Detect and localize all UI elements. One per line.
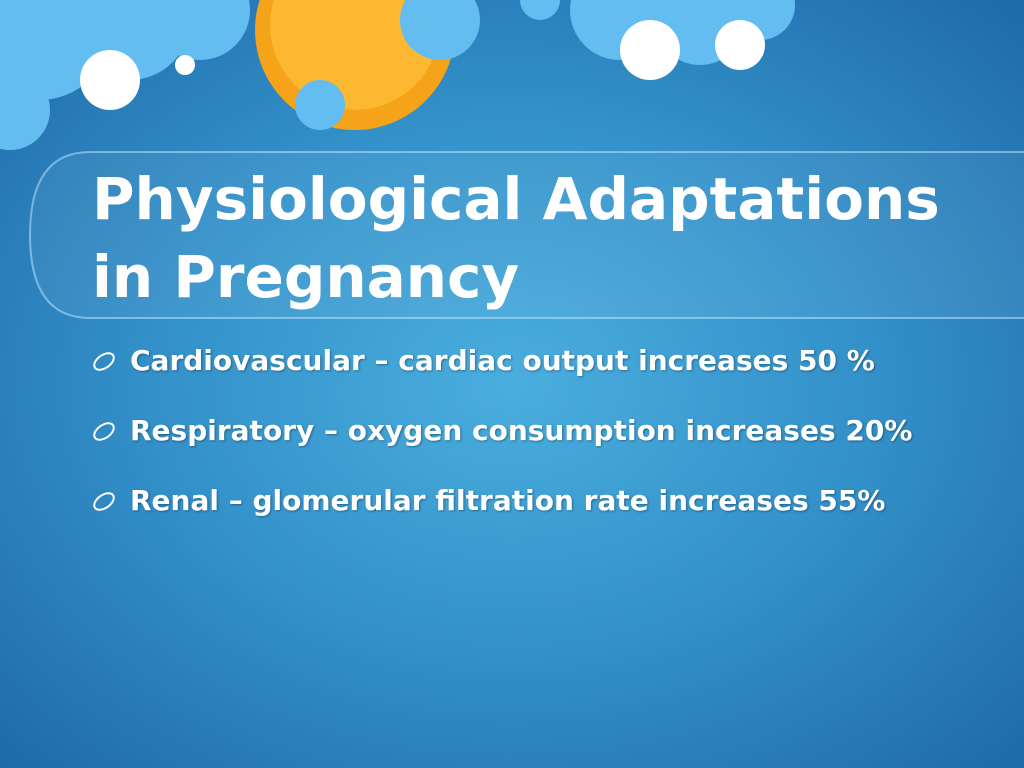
title: Physiological Adaptations in Pregnancy [92,165,940,311]
title-band [28,151,1024,319]
bullet: Cardiovascular – cardiac output increase… [90,340,950,382]
bullet-list: Cardiovascular – cardiac output increase… [90,340,950,550]
cloud-highlights [80,20,765,110]
bullet: Respiratory – oxygen consumption increas… [90,410,950,452]
bullet: Renal – glomerular filtration rate incre… [90,480,950,522]
